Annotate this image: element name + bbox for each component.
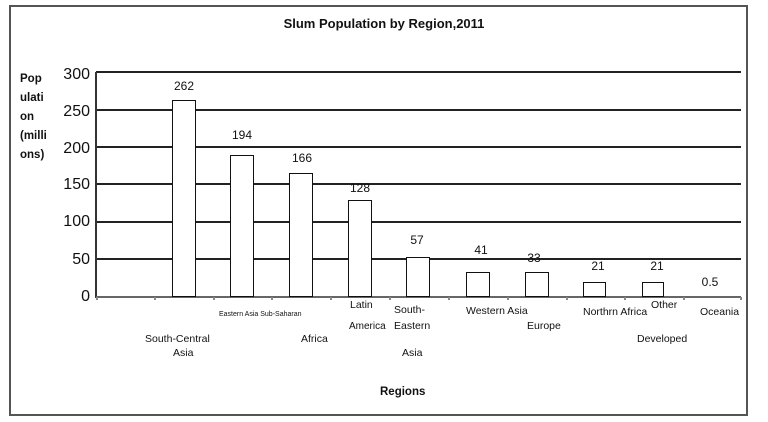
chart-frame [9, 5, 748, 416]
y-tick-label: 150 [63, 176, 90, 193]
x-tick [448, 297, 450, 300]
y-axis-label-line: ulati [20, 92, 44, 104]
x-tick [624, 297, 626, 300]
chart-title: Slum Population by Region,2011 [283, 16, 485, 31]
category-label: Europe [527, 320, 561, 332]
x-tick [154, 297, 156, 300]
value-label: 128 [349, 181, 371, 195]
gridline [96, 221, 741, 223]
bar-eastern-asia [230, 155, 254, 297]
value-label: 41 [474, 243, 488, 257]
bar-europe [525, 272, 549, 297]
value-label: 21 [591, 259, 605, 273]
x-tick [683, 297, 685, 300]
bar-latin-america [348, 200, 372, 297]
bar-south-central-asia [172, 100, 196, 297]
x-tick [330, 297, 332, 300]
y-axis-label: Pop ulati on (milli ons) [20, 70, 56, 165]
category-label: Asia [173, 347, 194, 359]
y-tick-label: 50 [72, 251, 90, 268]
y-axis [95, 72, 97, 298]
y-tick-label: 200 [63, 140, 90, 157]
gridline [96, 146, 741, 148]
value-label: 194 [231, 128, 253, 142]
category-label: South- [394, 304, 425, 316]
y-tick-label: 250 [63, 103, 90, 120]
y-tick-label: 300 [63, 66, 90, 83]
gridline [96, 183, 741, 185]
value-label: 57 [410, 233, 424, 247]
category-label: Western Asia [466, 305, 528, 317]
category-label: Asia [402, 347, 423, 359]
x-tick [271, 297, 273, 300]
y-axis-label-line: on [20, 111, 35, 123]
category-label: Other [651, 299, 678, 311]
bar-other-developed [642, 282, 664, 297]
category-label: Oceania [700, 306, 740, 318]
value-label: 166 [291, 151, 313, 165]
bar-western-asia [466, 272, 490, 297]
category-label: America [349, 321, 386, 332]
value-label: 33 [527, 251, 541, 265]
category-label: Northrn Africa [583, 306, 648, 318]
category-label: Latin [350, 299, 373, 311]
x-tick [507, 297, 509, 300]
gridline [96, 71, 741, 73]
category-label: Eastern [394, 320, 431, 332]
bar-sub-saharan-africa [289, 173, 313, 297]
y-tick-label: 0 [81, 288, 90, 305]
x-axis [96, 296, 741, 298]
x-tick [96, 297, 98, 300]
x-tick [213, 297, 215, 300]
y-axis-label-line: (milli [20, 130, 47, 142]
category-label: Eastern Asia Sub-Saharan [219, 311, 302, 318]
bar-northern-africa [583, 282, 606, 297]
y-axis-label-line: Pop [20, 73, 42, 85]
value-label: 0.5 [701, 275, 719, 289]
gridline [96, 109, 741, 111]
x-axis-label: Regions [380, 386, 426, 398]
bar-south-eastern-asia [406, 257, 430, 297]
value-label: 262 [173, 79, 195, 93]
value-label: 21 [650, 259, 664, 273]
category-label: South-Central [145, 333, 210, 345]
x-tick [740, 297, 742, 300]
category-label: Developed [637, 333, 688, 345]
x-tick [566, 297, 568, 300]
x-tick [389, 297, 391, 300]
y-tick-label: 100 [63, 213, 90, 230]
y-axis-label-line: ons) [20, 149, 45, 161]
category-label: Africa [301, 333, 328, 345]
